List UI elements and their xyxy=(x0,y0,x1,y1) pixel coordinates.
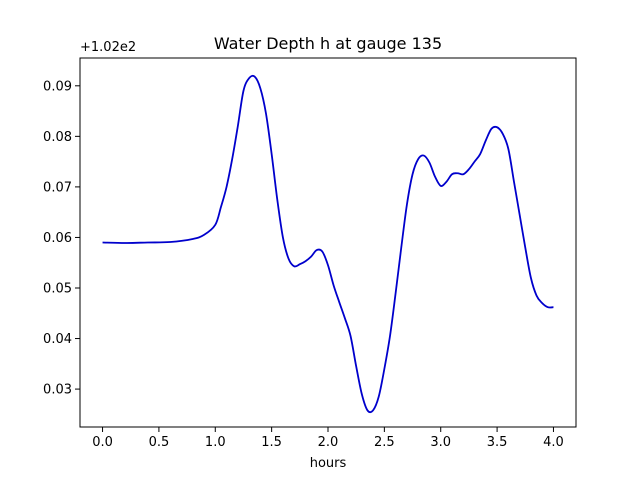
x-tick-label: 1.5 xyxy=(261,435,282,450)
x-tick-label: 0.5 xyxy=(149,435,170,450)
plot-area xyxy=(102,74,554,414)
y-tick-label: 0.07 xyxy=(43,180,72,195)
x-tick-label: 1.0 xyxy=(205,435,226,450)
x-axis-label: hours xyxy=(310,456,347,471)
y-tick-label: 0.05 xyxy=(43,281,72,296)
x-tick-label: 0.0 xyxy=(92,435,113,450)
y-tick-label: 0.09 xyxy=(43,79,72,94)
x-tick-label: 2.5 xyxy=(374,435,395,450)
y-tick-label: 0.06 xyxy=(43,231,72,246)
chart-title: Water Depth h at gauge 135 xyxy=(214,34,442,53)
plot-frame xyxy=(79,57,577,428)
x-tick-label: 3.0 xyxy=(430,435,451,450)
y-tick-label: 0.08 xyxy=(43,130,72,145)
x-tick-label: 3.5 xyxy=(487,435,508,450)
y-tick-label: 0.03 xyxy=(43,383,72,398)
x-tick-label: 2.0 xyxy=(318,435,339,450)
y-axis: 0.03 0.04 0.05 0.06 0.07 0.08 0.09 xyxy=(43,79,80,398)
y-tick-label: 0.04 xyxy=(43,332,72,347)
series-line-0 xyxy=(102,74,554,414)
y-axis-offset-label: +1.02e2 xyxy=(80,40,136,55)
x-axis: 0.0 0.5 1.0 1.5 2.0 2.5 3.0 3.5 4.0 xyxy=(92,427,564,450)
x-tick-label: 4.0 xyxy=(543,435,564,450)
